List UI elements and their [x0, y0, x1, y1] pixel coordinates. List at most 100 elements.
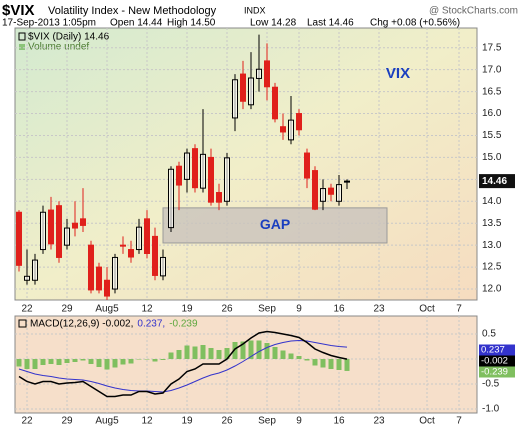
- histogram-bar: [136, 359, 142, 360]
- x-tick-label: Sep: [258, 304, 276, 315]
- candle-body: [264, 60, 270, 88]
- x-tick-label: 16: [333, 304, 345, 315]
- y-tick-label: 16.0: [482, 108, 502, 119]
- x-tick-label: 22: [21, 416, 33, 427]
- candle-body: [64, 227, 70, 246]
- histogram-bar: [152, 359, 158, 362]
- histogram-bar: [272, 347, 278, 359]
- macd-plot: [15, 316, 477, 413]
- candle-body: [328, 187, 334, 195]
- legend-icon: [19, 44, 25, 50]
- x-tick-label: 29: [61, 304, 73, 315]
- candle-body: [48, 209, 54, 245]
- candle-body: [192, 148, 198, 189]
- x-tick-label: 12: [141, 304, 153, 315]
- x-tick-label: 7: [456, 416, 462, 427]
- last-price-label: 14.46: [482, 176, 507, 187]
- x-tick-label: 22: [21, 304, 33, 315]
- histogram-bar: [64, 359, 70, 363]
- histogram-bar: [344, 359, 350, 371]
- histogram-bar: [264, 343, 270, 359]
- histogram-bar: [312, 359, 318, 366]
- legend-icon: [18, 319, 27, 328]
- y-tick-label: -1.0: [482, 404, 500, 415]
- histogram-bar: [24, 359, 30, 369]
- candle-body: [304, 152, 310, 179]
- macd-legend: 0.237,: [137, 319, 165, 330]
- exchange: INDX: [244, 5, 266, 15]
- histogram-bar: [192, 346, 198, 359]
- histogram-bar: [144, 359, 150, 360]
- histogram-bar: [128, 359, 134, 364]
- histogram-bar: [112, 359, 118, 368]
- stat: Open 14.44: [110, 18, 163, 29]
- y-tick-label: 16.5: [482, 86, 502, 97]
- candle-body: [120, 244, 126, 247]
- y-tick-label: 0.5: [482, 329, 496, 340]
- candle-body: [216, 192, 222, 203]
- candle-body: [96, 266, 102, 291]
- histogram-bar: [120, 359, 126, 365]
- y-tick-label: 15.5: [482, 130, 502, 141]
- candle-body: [208, 156, 214, 203]
- x-tick-label: 16: [333, 416, 345, 427]
- x-tick-label: 9: [296, 304, 302, 315]
- candle-body: [184, 152, 190, 180]
- histogram-bar: [328, 359, 334, 369]
- histogram-bar: [88, 359, 94, 364]
- histogram-bar: [168, 352, 174, 359]
- macd-panel: [14, 315, 478, 414]
- legend-icon: [18, 32, 26, 41]
- candle-body: [144, 218, 150, 254]
- candle-body: [176, 165, 182, 186]
- histogram-bar: [56, 359, 62, 365]
- x-tick-label: 23: [373, 304, 385, 315]
- candle-body: [280, 126, 286, 133]
- candle-body: [288, 119, 294, 141]
- y-tick-label: 13.5: [482, 218, 502, 229]
- y-tick-label: -0.5: [482, 379, 500, 390]
- histogram-bar: [32, 359, 38, 369]
- macd-line: [18, 339, 348, 393]
- x-tick-label: 26: [221, 304, 233, 315]
- histogram-bar: [16, 359, 22, 367]
- macd-legend: -0.239: [169, 319, 198, 330]
- x-tick-label: Aug5: [95, 416, 119, 427]
- x-tick-label: Oct: [419, 416, 435, 427]
- value-box: [479, 344, 515, 356]
- y-tick-label: 12.5: [482, 262, 502, 273]
- instrument-name: Volatility Index - New Methodology: [48, 5, 217, 17]
- candle-body: [296, 113, 302, 131]
- histogram-bar: [248, 340, 254, 359]
- candle-body: [232, 79, 238, 119]
- histogram-bar: [280, 350, 286, 359]
- candle-body: [128, 249, 134, 258]
- histogram-bar: [96, 359, 102, 367]
- histogram-bar: [240, 341, 246, 359]
- stat: Chg +0.08 (+0.56%): [370, 18, 460, 29]
- histogram-bar: [184, 345, 190, 359]
- x-tick-label: Aug5: [95, 304, 119, 315]
- gap-label: GAP: [260, 216, 290, 232]
- candle-body: [104, 279, 110, 297]
- watermark: @ StockCharts.com: [429, 6, 518, 17]
- histogram-bar: [336, 359, 342, 370]
- y-tick-label: 12.0: [482, 284, 502, 295]
- datetime: 17-Sep-2013 1:05pm: [2, 18, 96, 29]
- histogram-bar: [304, 359, 310, 361]
- histogram-bar: [104, 359, 110, 370]
- histogram-bar: [216, 350, 222, 359]
- candle-body: [200, 153, 206, 189]
- candle-body: [32, 259, 38, 281]
- histogram-bar: [160, 359, 166, 360]
- histogram-bar: [256, 340, 262, 359]
- candle-body: [344, 180, 350, 183]
- candle-body: [112, 256, 118, 290]
- y-tick-label: 17.5: [482, 42, 502, 53]
- candle-body: [152, 235, 158, 276]
- candle-body: [168, 168, 174, 229]
- macd-legend: MACD(12,26,9) -0.002,: [30, 319, 133, 330]
- legend-label: $VIX (Daily) 14.46: [28, 32, 110, 43]
- volume-label: Volume undef: [28, 42, 89, 53]
